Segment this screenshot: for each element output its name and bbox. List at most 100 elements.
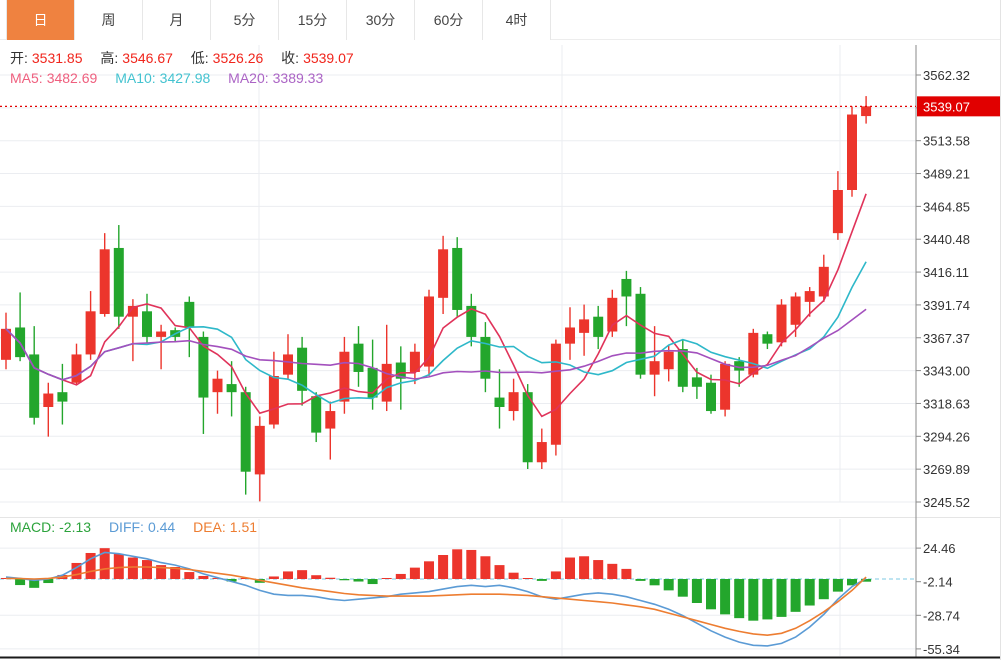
candle-down [184,301,195,328]
ma20-value: 3389.33 [272,70,324,86]
candle-down [677,349,688,387]
macd-bar-down [748,579,759,621]
open-value: 3531.85 [31,50,83,66]
tab-month[interactable]: 月 [143,0,211,40]
candle-up [212,378,223,393]
candle-up [254,425,265,475]
macd-bar-up [85,552,96,579]
candle-up [339,351,350,402]
candle-up [847,114,857,190]
macd-bar-down [734,579,745,619]
macd-bar-up [71,562,82,579]
macd-chart[interactable]: 24.46 -2.14 -28.74 -55.34 [0,517,1001,660]
y-axis-label: 3318.63 [923,396,970,411]
candle-up [508,392,519,412]
diff-value: 0.44 [147,519,176,535]
macd-bar-down [43,579,54,584]
candle-up [325,411,336,429]
candle-up [579,319,590,333]
macd-bar-up [325,577,336,579]
price-chart[interactable]: 3562.32 3513.58 3489.21 3464.85 3440.48 3416.… [0,40,1001,517]
candle-up [536,442,547,463]
macd-bar-down [832,579,843,592]
candle-down [635,293,646,375]
macd-bar-up [170,567,181,579]
macd-bar-up [381,578,392,579]
macd-bar-up [424,561,434,579]
macd-label: MACD: [10,519,56,535]
close-value: 3539.07 [303,50,354,66]
ma5-label: MA5: [10,70,43,86]
candle-down [311,396,322,433]
macd-bar-up [297,570,308,579]
macd-axis-label: -28.74 [923,608,960,623]
macd-bar-up [99,548,110,579]
macd-bar-down [649,579,660,586]
y-axis-label: 3416.11 [923,265,969,280]
candle-down [353,343,364,372]
macd-bar-up [438,555,449,579]
macd-axis-label: -55.34 [923,642,960,657]
macd-bar-up [409,567,420,579]
tab-5min[interactable]: 5分 [211,0,279,40]
macd-bar-down [818,579,829,600]
candle-up [156,331,167,337]
tab-15min[interactable]: 15分 [279,0,347,40]
macd-bar-down [790,579,801,612]
candle-down [57,392,68,402]
diff-label: DIFF: [108,519,144,535]
macd-bar-up [142,560,152,579]
candle-down [466,305,477,337]
candle-down [494,397,505,408]
candle-down [452,247,463,310]
macd-bar-up [113,553,124,579]
macd-histogram [1,548,872,621]
candle-up [127,305,138,317]
candle-down [297,347,308,391]
candle-down [198,336,209,398]
macd-bar-down [804,579,815,606]
candle-up [424,296,434,367]
macd-bar-up [565,557,575,579]
dea-line [5,566,867,637]
candle-down [734,361,745,371]
macd-bar-up [466,549,477,579]
ma5-value: 3482.69 [46,70,98,86]
tab-30min[interactable]: 30分 [347,0,415,40]
candle-down [522,392,533,463]
ma10-line [5,261,867,404]
y-axis-label: 3367.37 [923,331,970,346]
current-price-label: 3539.07 [923,99,970,114]
macd-bar-down [339,579,350,581]
candle-up [663,351,674,370]
tab-day[interactable]: 日 [6,0,75,40]
candles [1,96,872,502]
current-price-label-bg [917,96,1000,117]
tab-4hour[interactable]: 4时 [483,0,551,40]
macd-bar-up [452,549,463,579]
ma-legend: MA5: 3482.69 MA10: 3427.98 MA20: 3389.33 [10,70,327,86]
candle-down [113,247,124,317]
candle-up [861,106,872,117]
macd-bar-up [127,557,138,579]
y-axis-label: 3464.85 [923,199,970,214]
candle-up [283,354,293,375]
y-axis-label: 3440.48 [923,232,970,247]
macd-bar-down [691,579,702,603]
macd-legend: MACD: -2.13 DIFF: 0.44 DEA: 1.51 [10,519,261,535]
macd-bar-up [311,575,322,579]
macd-bar-down [677,579,688,597]
y-axis-label: 3343.00 [923,364,970,379]
candle-up [85,311,96,355]
tab-week[interactable]: 周 [75,0,143,40]
candle-up [565,327,575,344]
ma10-label: MA10: [115,70,156,86]
dea-label: DEA: [193,519,226,535]
macd-value: -2.13 [59,519,92,535]
y-axis-label: 3294.26 [923,429,970,444]
candle-up [381,363,392,402]
macd-bar-up [156,565,167,579]
macd-bar-down [663,579,674,591]
tab-60min[interactable]: 60分 [415,0,483,40]
